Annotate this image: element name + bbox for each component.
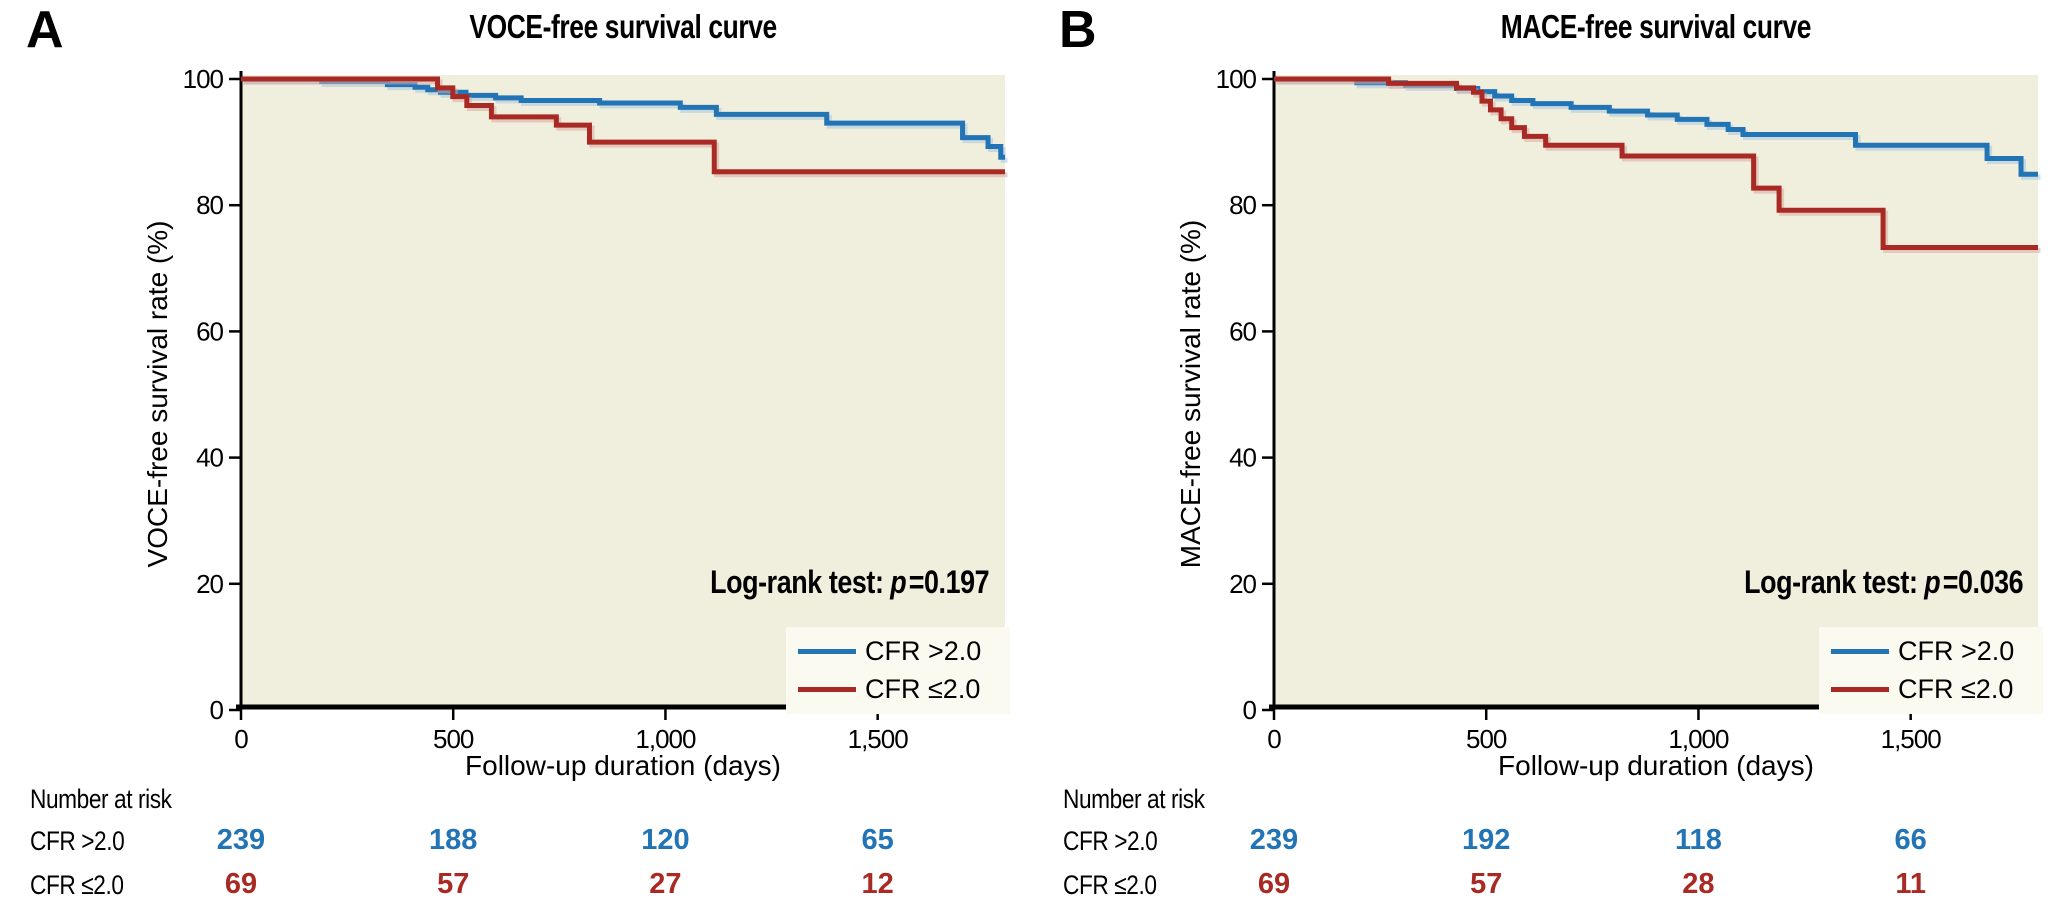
risk-value: 66 [1894,824,1927,856]
plot-background [242,75,1005,705]
risk-value: 57 [437,868,470,900]
panel-a: A VOCE-free survival curve VOCE-free sur… [0,0,1033,921]
y-axis-label: VOCE-free survival rate (%) [142,220,173,568]
x-axis-label: Follow-up duration (days) [1498,750,1814,781]
legend-row: CFR ≤2.0 [798,674,1000,705]
risk-value: 28 [1682,868,1715,900]
survival-curve-cfr-gt-2 [1274,76,2038,177]
y-tick-label: 20 [196,569,223,599]
y-tick-label: 0 [210,695,224,725]
risk-row: CFR ≤2.0 69 57 28 11 [1033,868,2067,902]
y-tick-label: 80 [196,190,223,220]
curve-shadow-1 [1276,79,2041,253]
risk-value: 65 [861,824,894,856]
legend-row: CFR >2.0 [798,636,1000,667]
risk-value: 27 [649,868,682,900]
legend-label: CFR >2.0 [865,636,982,666]
risk-row-label: CFR ≤2.0 [1063,870,1157,900]
y-tick-label: 100 [183,64,224,94]
risk-value: 57 [1470,868,1503,900]
x-axis-label: Follow-up duration (days) [465,750,781,781]
survival-curve-cfr-gt-2 [241,76,1005,160]
y-tick-label: 20 [1229,569,1256,599]
logrank-annotation: Log-rank test: p=0.197 [657,564,989,601]
chart-title: MACE-free survival curve [1274,8,2038,46]
y-tick-label: 40 [196,443,223,473]
legend: CFR >2.0 CFR ≤2.0 [1819,627,2043,714]
panel-letter: B [1059,1,1097,59]
legend-line-swatch [798,687,856,692]
plot-background [1275,75,2038,705]
legend: CFR >2.0 CFR ≤2.0 [786,627,1010,714]
legend-line-swatch [1831,649,1889,654]
panel-b: B MACE-free survival curve MACE-free sur… [1033,0,2067,921]
y-tick-label: 40 [1229,443,1256,473]
legend-label: CFR >2.0 [1898,636,2015,666]
number-at-risk-header: Number at risk [30,784,172,814]
risk-value: 118 [1675,824,1722,856]
y-tick-label: 60 [196,316,223,346]
chart-title: VOCE-free survival curve [241,8,1005,46]
risk-row: CFR >2.0 239 188 120 65 [0,824,1033,858]
risk-row-label: CFR >2.0 [1063,826,1158,856]
risk-value: 239 [1249,824,1299,856]
risk-value: 120 [641,824,690,856]
risk-value: 69 [1257,868,1291,900]
risk-value: 12 [861,868,894,900]
logrank-p-value: =0.036 [1942,564,2024,600]
curve-shadow-0 [243,79,1008,163]
number-at-risk-header: Number at risk [1063,784,1205,814]
risk-row-label: CFR ≤2.0 [30,870,124,900]
survival-curve-cfr-le-2 [241,76,1005,175]
panel-letter: A [26,1,64,59]
legend-row: CFR >2.0 [1831,636,2033,667]
risk-value: 239 [216,824,266,856]
logrank-text: Log-rank test: [709,564,884,600]
logrank-p-symbol: p [1924,564,1941,600]
y-axis-label: MACE-free survival rate (%) [1175,219,1206,569]
risk-value: 11 [1895,868,1926,900]
logrank-annotation: Log-rank test: p=0.036 [1691,564,2023,601]
chart-title-text: MACE-free survival curve [1500,8,1812,45]
chart-title-text: VOCE-free survival curve [469,8,777,45]
legend-line-swatch [798,649,856,654]
legend-line-swatch [1831,687,1889,692]
curve-shadow-0 [1276,79,2041,180]
y-tick-label: 100 [1216,64,1257,94]
legend-row: CFR ≤2.0 [1831,674,2033,705]
legend-label: CFR ≤2.0 [865,674,981,704]
logrank-p-symbol: p [890,564,907,600]
risk-value: 188 [429,824,478,856]
legend-label: CFR ≤2.0 [1898,674,2014,704]
risk-value: 192 [1462,824,1511,856]
logrank-text: Log-rank test: [1743,564,1918,600]
risk-row: CFR ≤2.0 69 57 27 12 [0,868,1033,902]
risk-value: 69 [224,868,258,900]
risk-row-label: CFR >2.0 [30,826,125,856]
y-tick-label: 80 [1229,190,1256,220]
logrank-p-value: =0.197 [908,564,990,600]
curve-shadow-1 [243,79,1008,178]
y-tick-label: 60 [1229,316,1256,346]
survival-curve-cfr-le-2 [1274,76,2038,250]
y-tick-label: 0 [1243,695,1257,725]
risk-row: CFR >2.0 239 192 118 66 [1033,824,2067,858]
